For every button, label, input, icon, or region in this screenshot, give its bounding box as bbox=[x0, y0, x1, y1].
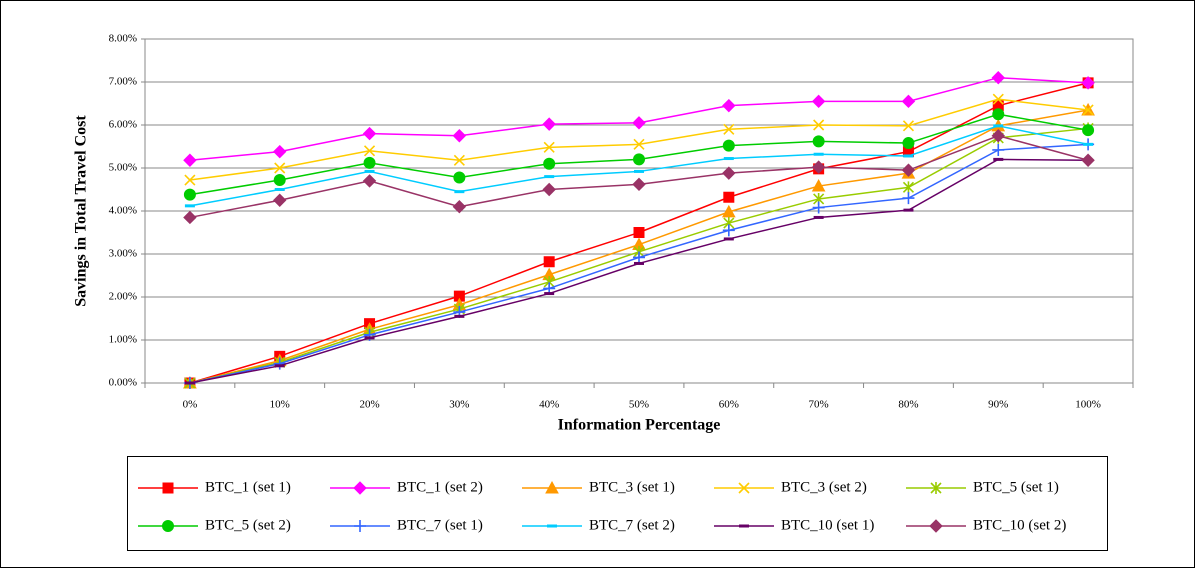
x-tick-label: 90% bbox=[988, 399, 1008, 411]
y-tick-label: 4.00% bbox=[109, 205, 137, 217]
marker bbox=[543, 157, 556, 170]
marker bbox=[274, 162, 286, 174]
legend-label: BTC_5 (set 1) bbox=[973, 479, 1059, 495]
marker bbox=[183, 188, 196, 201]
marker bbox=[453, 171, 466, 184]
x-tick-label: 60% bbox=[719, 399, 739, 411]
marker bbox=[452, 129, 467, 143]
marker bbox=[722, 224, 735, 237]
x-tick-label: 70% bbox=[809, 399, 829, 411]
marker bbox=[1081, 76, 1095, 90]
legend-label: BTC_10 (set 1) bbox=[781, 517, 874, 533]
legend-label: BTC_10 (set 2) bbox=[973, 517, 1066, 533]
marker bbox=[632, 116, 646, 130]
marker bbox=[162, 482, 174, 494]
marker bbox=[723, 123, 735, 135]
y-tick-label: 2.00% bbox=[109, 291, 137, 303]
marker bbox=[721, 204, 736, 218]
legend-label: BTC_1 (set 1) bbox=[205, 479, 291, 495]
marker bbox=[930, 482, 942, 494]
marker bbox=[1082, 104, 1094, 116]
marker bbox=[273, 357, 286, 370]
marker bbox=[354, 520, 366, 532]
legend-label: BTC_1 (set 2) bbox=[397, 479, 483, 495]
marker bbox=[811, 94, 826, 109]
legend-label: BTC_3 (set 2) bbox=[781, 479, 867, 495]
marker bbox=[812, 135, 825, 148]
marker bbox=[633, 251, 645, 264]
y-tick-label: 5.00% bbox=[109, 162, 137, 174]
marker bbox=[1081, 153, 1095, 167]
legend-label: BTC_5 (set 2) bbox=[205, 517, 291, 533]
marker bbox=[992, 93, 1004, 105]
marker bbox=[738, 482, 750, 494]
marker bbox=[902, 192, 915, 205]
x-tick-label: 20% bbox=[359, 399, 379, 411]
y-tick-label: 6.00% bbox=[109, 119, 137, 131]
marker bbox=[812, 201, 825, 214]
marker bbox=[633, 153, 645, 166]
marker bbox=[902, 137, 915, 150]
marker bbox=[811, 179, 826, 192]
marker bbox=[991, 70, 1005, 85]
marker bbox=[901, 163, 916, 177]
marker bbox=[273, 174, 286, 187]
marker bbox=[363, 156, 376, 169]
y-tick-label: 1.00% bbox=[109, 334, 137, 346]
marker bbox=[162, 520, 174, 532]
x-tick-label: 100% bbox=[1075, 399, 1101, 411]
x-tick-label: 80% bbox=[898, 399, 918, 411]
marker bbox=[902, 181, 915, 194]
marker bbox=[362, 174, 377, 188]
y-tick-label: 0.00% bbox=[109, 377, 137, 389]
marker bbox=[722, 139, 735, 152]
legend-box bbox=[127, 456, 1108, 551]
marker bbox=[901, 94, 916, 109]
x-tick-label: 30% bbox=[449, 399, 469, 411]
marker bbox=[542, 182, 556, 197]
marker bbox=[452, 199, 467, 214]
marker bbox=[1082, 124, 1095, 137]
legend-label: BTC_7 (set 1) bbox=[397, 517, 483, 533]
marker bbox=[184, 174, 196, 186]
marker bbox=[722, 98, 736, 113]
legend-label: BTC_7 (set 2) bbox=[589, 517, 675, 533]
marker bbox=[353, 481, 367, 495]
y-tick-label: 3.00% bbox=[109, 248, 137, 260]
marker bbox=[542, 117, 556, 131]
marker bbox=[543, 141, 555, 153]
marker bbox=[453, 154, 465, 166]
marker bbox=[992, 143, 1005, 156]
marker bbox=[633, 227, 645, 238]
marker bbox=[543, 256, 555, 268]
marker bbox=[723, 191, 735, 203]
legend-label: BTC_3 (set 1) bbox=[589, 479, 675, 495]
marker bbox=[633, 138, 645, 150]
marker bbox=[929, 519, 943, 533]
marker bbox=[362, 126, 377, 141]
marker bbox=[722, 166, 736, 180]
y-axis-title: Savings in Total Travel Cost bbox=[73, 115, 90, 307]
marker bbox=[183, 153, 197, 167]
marker bbox=[183, 210, 197, 225]
marker bbox=[811, 160, 826, 174]
marker bbox=[273, 193, 287, 207]
marker bbox=[273, 144, 287, 159]
marker bbox=[545, 480, 559, 494]
x-axis-title: Information Percentage bbox=[558, 417, 721, 434]
marker bbox=[991, 129, 1005, 143]
x-tick-label: 10% bbox=[270, 399, 290, 411]
marker bbox=[902, 120, 915, 132]
x-tick-label: 0% bbox=[183, 399, 198, 411]
marker bbox=[992, 108, 1005, 121]
marker bbox=[813, 119, 825, 131]
x-tick-label: 40% bbox=[539, 399, 559, 411]
x-tick-label: 50% bbox=[629, 399, 649, 411]
y-tick-label: 7.00% bbox=[109, 76, 137, 88]
y-tick-label: 8.00% bbox=[109, 33, 137, 45]
marker bbox=[363, 145, 376, 157]
marker bbox=[632, 177, 646, 192]
